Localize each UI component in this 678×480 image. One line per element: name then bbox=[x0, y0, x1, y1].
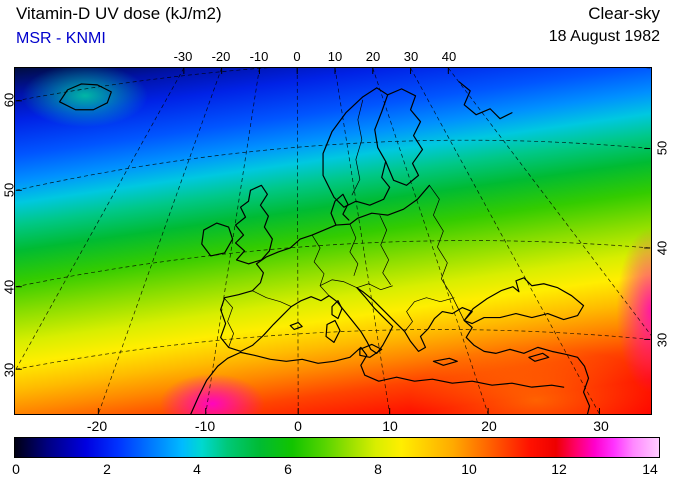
top-axis-label: 40 bbox=[441, 49, 457, 64]
right-axis-label: 50 bbox=[654, 140, 670, 156]
uv-dose-map bbox=[14, 67, 652, 415]
right-axis-label: 30 bbox=[654, 332, 670, 348]
frame-ticks bbox=[15, 68, 651, 414]
coastlines bbox=[58, 81, 591, 414]
condition-label: Clear-sky bbox=[588, 4, 660, 23]
top-axis-label: 20 bbox=[365, 49, 381, 64]
bottom-axis-label: 20 bbox=[481, 418, 497, 434]
top-axis-label: 10 bbox=[327, 49, 343, 64]
colorbar-tick-label: 14 bbox=[642, 461, 658, 477]
country-borders bbox=[224, 99, 465, 348]
bottom-axis-label: 0 bbox=[294, 418, 302, 434]
page-title: Vitamin-D UV dose (kJ/m2) bbox=[16, 4, 222, 23]
top-axis-label: 0 bbox=[293, 49, 301, 64]
colorbar bbox=[14, 437, 660, 458]
colorbar-tick-label: 12 bbox=[551, 461, 567, 477]
date-label: 18 August 1982 bbox=[548, 28, 660, 45]
source-label: MSR - KNMI bbox=[16, 30, 106, 47]
colorbar-tick-label: 2 bbox=[103, 461, 111, 477]
graticule-grid bbox=[15, 68, 651, 414]
colorbar-tick-label: 0 bbox=[12, 461, 20, 477]
bottom-axis-label: 30 bbox=[593, 418, 609, 434]
colorbar-tick-label: 6 bbox=[284, 461, 292, 477]
colorbar-tick-label: 8 bbox=[374, 461, 382, 477]
top-axis-label: 30 bbox=[403, 49, 419, 64]
bottom-axis-label: -10 bbox=[194, 418, 216, 434]
bottom-axis-label: -20 bbox=[86, 418, 108, 434]
top-axis-label: -30 bbox=[173, 49, 193, 64]
top-axis-label: -20 bbox=[211, 49, 231, 64]
top-axis-label: -10 bbox=[249, 49, 269, 64]
right-axis-label: 40 bbox=[654, 240, 670, 256]
bottom-axis-label: 10 bbox=[382, 418, 398, 434]
colorbar-tick-label: 4 bbox=[193, 461, 201, 477]
colorbar-tick-label: 10 bbox=[461, 461, 477, 477]
map-overlay bbox=[15, 68, 651, 414]
